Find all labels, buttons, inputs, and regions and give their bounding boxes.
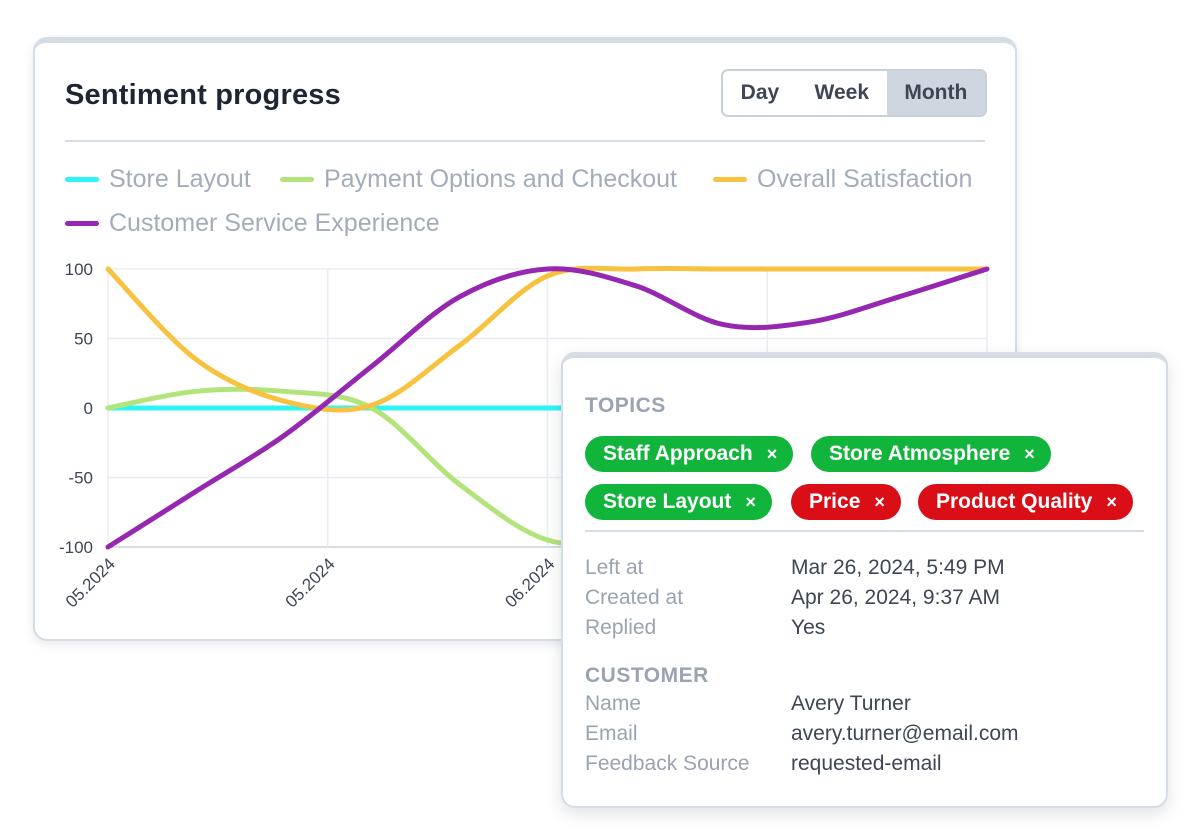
period-month-button[interactable]: Month bbox=[886, 71, 985, 115]
period-day-button[interactable]: Day bbox=[740, 81, 780, 104]
tag-label: Price bbox=[809, 490, 861, 513]
feedback-source-value: requested-email bbox=[791, 752, 942, 775]
topic-tag-price[interactable]: Price × bbox=[791, 484, 901, 520]
legend-swatch bbox=[713, 177, 747, 182]
legend-item-overall-satisfaction[interactable]: Overall Satisfaction bbox=[713, 165, 972, 194]
y-tick-label: 50 bbox=[74, 330, 93, 349]
topic-tag-staff-approach[interactable]: Staff Approach × bbox=[585, 436, 794, 472]
feedback-detail-card: TOPICS Staff Approach × Store Atmosphere… bbox=[561, 352, 1168, 808]
topic-tag-store-layout[interactable]: Store Layout × bbox=[585, 484, 772, 520]
x-tick-label: 05.2024 bbox=[62, 554, 119, 611]
period-week-button[interactable]: Week bbox=[814, 81, 869, 104]
legend-label: Overall Satisfaction bbox=[757, 165, 973, 193]
legend-swatch bbox=[280, 177, 314, 182]
legend-swatch bbox=[65, 177, 99, 182]
legend-label: Customer Service Experience bbox=[109, 209, 440, 237]
customer-name-label: Name bbox=[585, 692, 642, 715]
header-divider bbox=[65, 140, 985, 142]
remove-tag-icon[interactable]: × bbox=[1024, 443, 1035, 464]
customer-heading: CUSTOMER bbox=[585, 664, 709, 687]
legend-swatch bbox=[65, 221, 99, 226]
remove-tag-icon[interactable]: × bbox=[1106, 491, 1117, 512]
x-tick-label: 06.2024 bbox=[501, 554, 558, 611]
customer-name-value: Avery Turner bbox=[791, 692, 911, 715]
detail-divider bbox=[585, 530, 1144, 532]
tag-label: Product Quality bbox=[936, 490, 1093, 513]
left-at-label: Left at bbox=[585, 556, 644, 579]
created-at-value: Apr 26, 2024, 9:37 AM bbox=[791, 586, 1000, 609]
tag-label: Store Layout bbox=[603, 490, 732, 513]
legend-label: Store Layout bbox=[109, 165, 251, 193]
feedback-source-label: Feedback Source bbox=[585, 752, 750, 775]
customer-email-value: avery.turner@email.com bbox=[791, 722, 1019, 745]
topic-tag-store-atmosphere[interactable]: Store Atmosphere × bbox=[811, 436, 1051, 472]
remove-tag-icon[interactable]: × bbox=[766, 443, 778, 464]
legend-item-customer-service[interactable]: Customer Service Experience bbox=[65, 209, 440, 238]
topic-tag-product-quality[interactable]: Product Quality × bbox=[918, 484, 1133, 520]
y-tick-label: 0 bbox=[84, 399, 93, 418]
y-tick-label: -50 bbox=[68, 469, 93, 488]
remove-tag-icon[interactable]: × bbox=[745, 491, 756, 512]
replied-value: Yes bbox=[791, 616, 826, 639]
legend-item-payment-options[interactable]: Payment Options and Checkout bbox=[280, 165, 677, 194]
customer-email-label: Email bbox=[585, 722, 638, 745]
tag-label: Staff Approach bbox=[603, 442, 753, 465]
series-line-customer-service bbox=[105, 266, 990, 550]
y-tick-label: -100 bbox=[59, 538, 93, 557]
y-tick-label: 100 bbox=[65, 260, 93, 279]
period-toggle: Day Week Month bbox=[721, 69, 987, 117]
card-title: Sentiment progress bbox=[65, 79, 341, 111]
sentiment-card: Sentiment progress Day Week Month Store … bbox=[33, 37, 1017, 641]
topics-heading: TOPICS bbox=[585, 394, 666, 417]
remove-tag-icon[interactable]: × bbox=[874, 491, 885, 512]
x-tick-label: 05.2024 bbox=[282, 554, 339, 611]
created-at-label: Created at bbox=[585, 586, 684, 609]
replied-label: Replied bbox=[585, 616, 657, 639]
legend-label: Payment Options and Checkout bbox=[324, 165, 677, 193]
tag-label: Store Atmosphere bbox=[829, 442, 1011, 465]
series-line-overall-satisfaction bbox=[105, 265, 990, 413]
legend-item-store-layout[interactable]: Store Layout bbox=[65, 165, 251, 194]
left-at-value: Mar 26, 2024, 5:49 PM bbox=[791, 556, 1005, 579]
